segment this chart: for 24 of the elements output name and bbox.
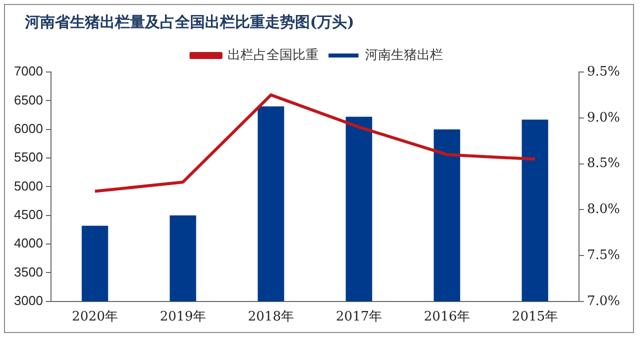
x-tick-label: 2020年 (72, 310, 118, 325)
y-tick-label: 3500 (14, 264, 43, 280)
legend-label: 河南生猪出栏 (365, 48, 443, 63)
y-tick-label: 6500 (14, 92, 43, 108)
y-tick-label: 7000 (14, 64, 43, 79)
y-tick-label: 5000 (14, 178, 43, 194)
x-tick-label: 2019年 (160, 310, 206, 325)
y2-tick-label: 9.5% (586, 64, 620, 80)
y-tick-label: 6000 (14, 120, 43, 136)
x-tick-label: 2016年 (424, 310, 470, 325)
y2-tick-label: 8.0% (586, 202, 620, 218)
y2-tick-label: 7.5% (586, 248, 620, 263)
y-tick-label: 3000 (14, 292, 43, 308)
x-tick-label: 2017年 (336, 310, 382, 325)
y-tick-label: 5500 (14, 150, 43, 165)
y2-tick-label: 9.0% (586, 110, 620, 126)
legend-label: 出栏占全国比重 (228, 48, 318, 63)
x-tick-label: 2015年 (512, 310, 558, 325)
y-tick-label: 4000 (14, 236, 43, 251)
y2-tick-label: 7.0% (586, 294, 620, 309)
x-tick-label: 2018年 (248, 310, 294, 325)
y2-tick-label: 8.5% (586, 156, 620, 172)
chart-title: 河南省生猪出栏量及占全国出栏比重走势图(万头) (25, 13, 354, 32)
y-tick-label: 4500 (14, 206, 43, 222)
